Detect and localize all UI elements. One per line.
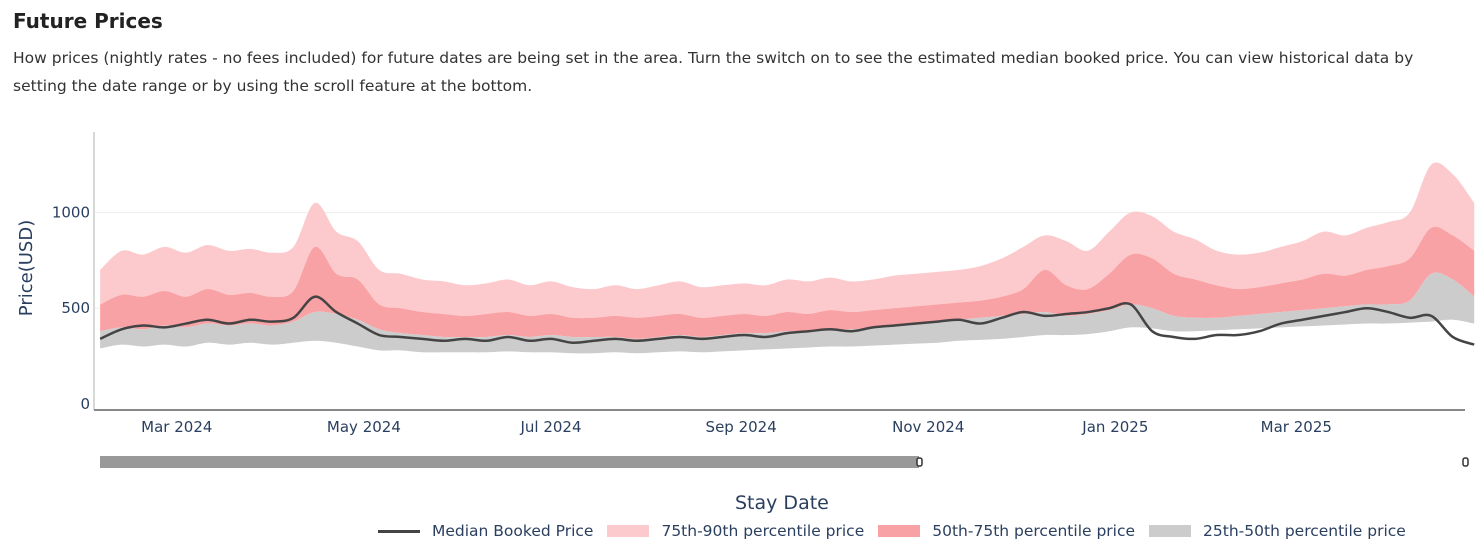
legend-label: 50th-75th percentile price [932, 522, 1136, 540]
p90-swatch [607, 525, 650, 537]
legend-item-p50[interactable]: 25th-50th percentile price [1149, 522, 1406, 540]
y-tick-label: 1000 [52, 203, 90, 221]
band-75-90 [100, 162, 1475, 319]
legend-label: Median Booked Price [432, 522, 594, 540]
range-slider-window[interactable] [100, 456, 919, 468]
x-tick-label: Mar 2025 [1261, 418, 1332, 436]
p75-swatch [878, 525, 921, 537]
y-tick-label: 500 [61, 299, 90, 317]
legend-label: 25th-50th percentile price [1203, 522, 1406, 540]
legend-label: 75th-90th percentile price [661, 522, 865, 540]
range-slider[interactable] [100, 456, 1469, 468]
median-swatch [378, 529, 420, 533]
legend: Median Booked Price 75th-90th percentile… [378, 522, 1420, 540]
x-tick-label: May 2024 [327, 418, 401, 436]
median-line [99, 295, 1475, 346]
legend-item-median[interactable]: Median Booked Price [378, 522, 593, 540]
x-tick-label: Sep 2024 [706, 418, 777, 436]
page-title: Future Prices [13, 9, 163, 33]
legend-item-p75[interactable]: 50th-75th percentile price [878, 522, 1135, 540]
y-axis-label: Price(USD) [16, 220, 37, 316]
x-tick-label: Jul 2024 [519, 418, 581, 436]
x-axis-label: Stay Date [735, 492, 829, 514]
x-tick-label: Mar 2024 [141, 418, 212, 436]
y-tick-label: 0 [80, 395, 90, 413]
x-tick-label: Jan 2025 [1081, 418, 1148, 436]
band-25-50 [100, 272, 1475, 354]
range-slider-handle[interactable] [916, 457, 923, 467]
page-description: How prices (nightly rates - no fees incl… [13, 49, 1414, 95]
x-tick-label: Nov 2024 [892, 418, 964, 436]
legend-item-p90[interactable]: 75th-90th percentile price [607, 522, 864, 540]
range-slider-handle[interactable] [1462, 457, 1469, 467]
band-50-75 [100, 226, 1475, 339]
p50-swatch [1149, 525, 1192, 537]
